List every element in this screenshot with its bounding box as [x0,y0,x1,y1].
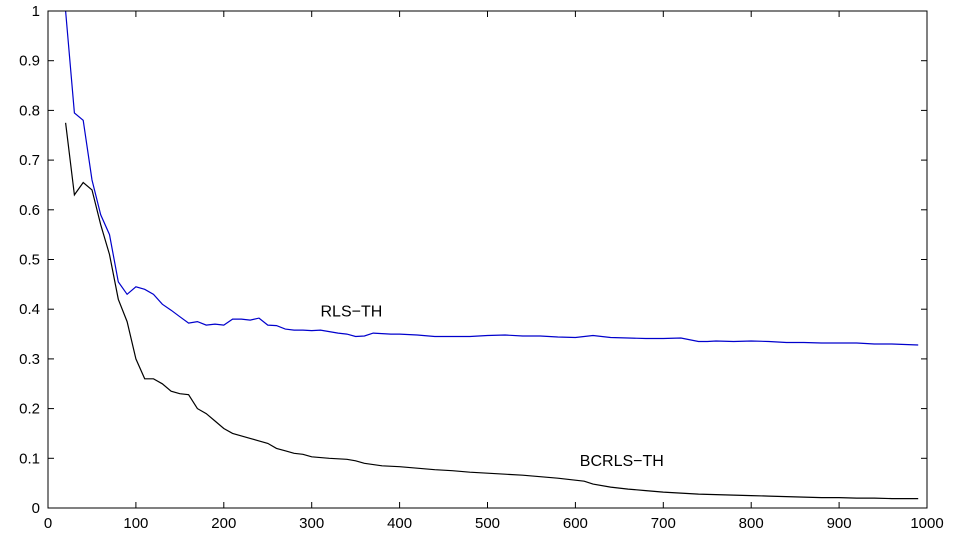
axes-layer [47,10,928,509]
y-tick-label: 0.8 [19,102,40,119]
y-tick-label: 0.4 [19,301,40,318]
x-tick-label: 0 [44,515,52,532]
series-label-bcrls-th: BCRLS−TH [580,453,664,470]
ticks-layer: 0 100 200 300 400 500 600 700 800 900 1000 0 0.1 0.2 0… [19,3,944,532]
series-labels-layer: RLS−TH BCRLS−TH [320,304,663,470]
y-tick-label: 0 [32,500,40,517]
series-line-rls-th [65,10,919,346]
y-tick-label: 0.5 [19,252,40,269]
x-tick-label: 1000 [910,515,943,532]
series-layer [65,10,919,500]
x-tick-label: 400 [387,515,412,532]
y-tick-label: 0.6 [19,202,40,219]
x-tick-label: 900 [827,515,852,532]
x-tick-label: 100 [123,515,148,532]
series-line-bcrls-th [65,122,919,500]
x-tick-label: 500 [475,515,500,532]
y-tick-label: 0.9 [19,53,40,70]
y-tick-label: 0.1 [19,450,40,467]
plot-frame [47,10,928,509]
x-tick-label: 800 [739,515,764,532]
y-tick-label: 1 [32,3,40,20]
y-tick-label: 0.7 [19,152,40,169]
series-label-rls-th: RLS−TH [320,304,382,321]
x-tick-label: 300 [299,515,324,532]
x-tick-label: 700 [651,515,676,532]
y-tick-label: 0.3 [19,351,40,368]
y-tick-label: 0.2 [19,401,40,418]
x-tick-label: 600 [563,515,588,532]
x-tick-label: 200 [211,515,236,532]
